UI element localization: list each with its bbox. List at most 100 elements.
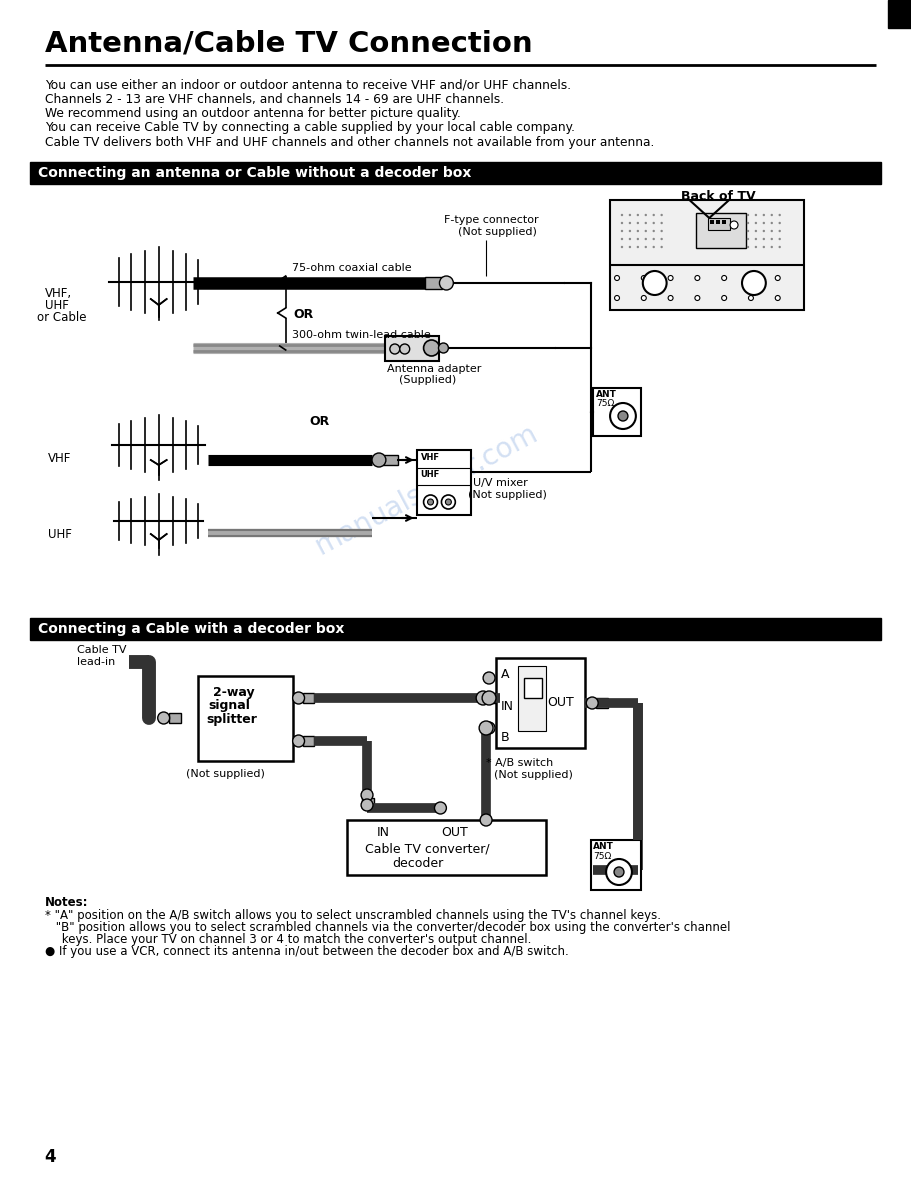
Text: 300-ohm twin-lead cable: 300-ohm twin-lead cable [292, 329, 431, 340]
Circle shape [643, 271, 666, 295]
Circle shape [778, 213, 781, 216]
Text: (Not supplied): (Not supplied) [186, 769, 265, 779]
Text: Cable TV converter/: Cable TV converter/ [365, 843, 489, 856]
Circle shape [763, 213, 765, 216]
Circle shape [778, 238, 781, 241]
Circle shape [668, 275, 673, 281]
Text: manualsriver.com: manualsriver.com [310, 419, 543, 561]
Circle shape [763, 222, 765, 224]
Circle shape [746, 213, 749, 216]
Circle shape [746, 245, 749, 248]
Circle shape [660, 222, 663, 224]
Text: Cable TV delivers both VHF and UHF channels and other channels not available fro: Cable TV delivers both VHF and UHF chann… [45, 136, 654, 149]
Text: ANT: ANT [596, 390, 617, 399]
Circle shape [293, 735, 305, 747]
Circle shape [442, 495, 455, 510]
Text: 2-way: 2-way [213, 686, 255, 699]
Circle shape [423, 340, 440, 356]
Text: You can receive Cable TV by connecting a cable supplied by your local cable comp: You can receive Cable TV by connecting a… [45, 122, 575, 135]
Text: Connecting a Cable with a decoder box: Connecting a Cable with a decoder box [38, 622, 344, 636]
Text: 75-ohm coaxial cable: 75-ohm coaxial cable [292, 263, 411, 273]
Circle shape [614, 867, 624, 877]
Bar [709, 218, 730, 230]
Text: OUT: OUT [547, 696, 575, 709]
Bar [303, 693, 315, 703]
Circle shape [748, 295, 754, 301]
Text: A: A [501, 668, 509, 681]
Text: lead-in: lead-in [77, 656, 116, 667]
Text: Cable TV: Cable TV [77, 645, 127, 655]
Text: VHF: VHF [48, 451, 71, 465]
Text: U/V mixer: U/V mixer [473, 478, 528, 488]
Circle shape [746, 222, 749, 224]
Circle shape [653, 213, 655, 216]
Text: splitter: splitter [207, 713, 257, 726]
Circle shape [637, 245, 639, 248]
Circle shape [660, 213, 663, 216]
Circle shape [637, 213, 639, 216]
Text: UHF: UHF [48, 529, 72, 542]
Circle shape [778, 222, 781, 224]
Text: ANT: ANT [593, 843, 614, 851]
Circle shape [423, 495, 438, 510]
Circle shape [637, 222, 639, 224]
Text: 75Ω: 75Ω [596, 399, 614, 408]
Circle shape [621, 222, 623, 224]
Circle shape [372, 453, 386, 467]
Circle shape [644, 222, 647, 224]
Circle shape [722, 275, 727, 281]
Circle shape [610, 403, 636, 429]
Circle shape [660, 230, 663, 232]
Text: Antenna/Cable TV Connection: Antenna/Cable TV Connection [45, 30, 532, 58]
Circle shape [668, 295, 673, 301]
Circle shape [480, 814, 492, 826]
Text: UHF: UHF [45, 299, 69, 312]
Text: Channels 2 - 13 are VHF channels, and channels 14 - 69 are UHF channels.: Channels 2 - 13 are VHF channels, and ch… [45, 92, 504, 105]
Text: F-type connector: F-type connector [444, 214, 539, 225]
Bar [697, 213, 746, 248]
Circle shape [439, 342, 448, 353]
Text: IN: IN [377, 826, 390, 839]
Text: OR: OR [294, 308, 314, 321]
Text: Antenna adapter: Antenna adapter [386, 364, 481, 374]
Circle shape [642, 295, 646, 301]
Circle shape [476, 691, 490, 705]
Circle shape [629, 222, 631, 224]
Circle shape [618, 411, 628, 421]
Circle shape [614, 295, 620, 301]
Bar [716, 220, 721, 224]
Circle shape [746, 230, 749, 232]
Circle shape [660, 238, 663, 241]
Circle shape [434, 802, 446, 814]
Circle shape [755, 222, 757, 224]
Bar [303, 736, 315, 747]
Text: (Not supplied): (Not supplied) [468, 491, 547, 500]
Bar [488, 693, 500, 703]
Circle shape [587, 697, 599, 709]
Circle shape [653, 238, 655, 241]
Text: VHF,: VHF, [45, 287, 72, 300]
Text: * A/B switch: * A/B switch [486, 758, 554, 768]
Circle shape [653, 222, 655, 224]
Circle shape [361, 789, 373, 801]
Circle shape [158, 712, 170, 724]
Text: You can use either an indoor or outdoor antenna to receive VHF and/or UHF channe: You can use either an indoor or outdoor … [45, 78, 571, 91]
Circle shape [770, 213, 773, 216]
Text: (Not supplied): (Not supplied) [458, 228, 537, 237]
Text: * "A" position on the A/B switch allows you to select unscrambled channels using: * "A" position on the A/B switch allows … [45, 909, 661, 922]
Circle shape [653, 230, 655, 232]
Circle shape [755, 245, 757, 248]
Circle shape [483, 722, 495, 734]
Bar [610, 200, 803, 310]
Bar [347, 820, 545, 875]
Circle shape [722, 295, 727, 301]
Circle shape [763, 245, 765, 248]
Text: UHF: UHF [420, 470, 440, 479]
Circle shape [621, 245, 623, 248]
Circle shape [644, 245, 647, 248]
Circle shape [695, 275, 700, 281]
Circle shape [614, 275, 620, 281]
Circle shape [644, 230, 647, 232]
Circle shape [621, 213, 623, 216]
Circle shape [770, 245, 773, 248]
